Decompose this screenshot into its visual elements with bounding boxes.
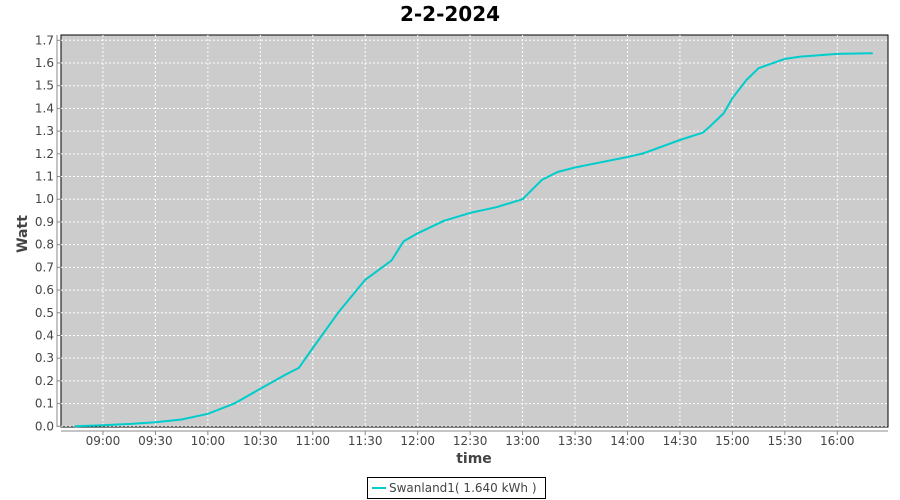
- y-tick-label: 1.3: [35, 124, 54, 138]
- data-point: [722, 112, 725, 115]
- y-tick-label: 1.1: [35, 170, 54, 184]
- y-tick-label: 0.1: [35, 397, 54, 411]
- y-tick-label: 1.5: [35, 79, 54, 93]
- x-axis-label: time: [456, 451, 492, 467]
- y-tick-label: 0.7: [35, 260, 54, 274]
- x-tick-label: 09:30: [138, 434, 173, 448]
- data-point: [128, 423, 130, 425]
- data-point: [521, 198, 524, 201]
- y-axis-label: Watt: [15, 215, 31, 253]
- x-tick-label: 09:00: [86, 434, 121, 448]
- x-tick-label: 10:00: [191, 434, 226, 448]
- y-tick-label: 0.3: [35, 351, 54, 365]
- plot-area: [60, 34, 889, 428]
- series-layer: [74, 52, 874, 428]
- data-point: [338, 310, 340, 313]
- y-tick-label: 1.2: [35, 147, 54, 161]
- data-point: [757, 67, 760, 70]
- x-tick-label: 14:00: [610, 434, 645, 448]
- y-tick-label: 1.7: [35, 33, 54, 47]
- y-tick-label: 1.4: [35, 101, 54, 115]
- y-tick-label: 0.0: [35, 419, 54, 433]
- data-point: [180, 418, 183, 421]
- data-point: [416, 232, 419, 235]
- y-tick-label: 0.9: [35, 215, 54, 229]
- data-point: [207, 413, 209, 415]
- data-point: [701, 131, 704, 134]
- data-point: [708, 125, 711, 128]
- y-tick-label: 0.6: [35, 283, 54, 297]
- data-point: [285, 373, 288, 375]
- y-tick-label: 0.2: [35, 374, 54, 388]
- data-point: [154, 421, 157, 424]
- x-tick-label: 12:30: [453, 434, 488, 448]
- data-point: [311, 347, 314, 349]
- x-tick-label: 10:30: [243, 434, 278, 448]
- data-point: [102, 424, 104, 426]
- data-point: [233, 402, 235, 405]
- data-point: [626, 156, 629, 158]
- data-point: [556, 171, 559, 173]
- x-tick-label: 13:00: [505, 434, 540, 448]
- gridlines: [61, 35, 888, 427]
- y-tick-label: 0.4: [35, 328, 54, 342]
- x-tick-label: 11:00: [295, 434, 330, 448]
- x-tick-label: 16:00: [820, 434, 855, 448]
- legend-swatch: [372, 487, 386, 489]
- data-point: [784, 58, 786, 60]
- x-tick-label: 15:00: [715, 434, 750, 448]
- data-point: [443, 220, 445, 222]
- data-point: [364, 279, 367, 281]
- data-point: [74, 425, 76, 428]
- data-point: [642, 152, 645, 155]
- data-point: [679, 139, 681, 141]
- x-tick-label: 12:00: [400, 434, 435, 448]
- x-tick-label: 11:30: [348, 434, 383, 448]
- y-tick-label: 1.6: [35, 56, 54, 70]
- data-point: [469, 212, 471, 214]
- x-tick-label: 14:30: [663, 434, 698, 448]
- legend-label: Swanland1( 1.640 kWh ): [389, 481, 537, 495]
- axes: 0.0 0.1 0.2 0.3 0.4 0.5 0.6 0.7 0.8 0.9 1.0 1.1 1.2 1…: [35, 33, 888, 448]
- data-point: [589, 163, 592, 166]
- data-point: [402, 240, 405, 243]
- data-point: [390, 259, 393, 262]
- data-point: [541, 179, 543, 181]
- y-tick-label: 1.0: [35, 192, 54, 206]
- data-point: [574, 166, 576, 169]
- data-point: [745, 79, 748, 81]
- data-point: [799, 55, 802, 58]
- y-tick-label: 0.8: [35, 238, 54, 252]
- data-point: [871, 52, 874, 55]
- data-point: [836, 53, 839, 55]
- y-tick-label: 0.5: [35, 306, 54, 320]
- legend: Swanland1( 1.640 kWh ): [367, 477, 546, 499]
- data-point: [297, 367, 300, 369]
- data-point: [495, 206, 498, 208]
- data-point: [259, 388, 262, 390]
- data-point: [731, 97, 734, 99]
- x-tick-label: 15:30: [768, 434, 803, 448]
- x-tick-label: 13:30: [558, 434, 593, 448]
- chart-title: 2-2-2024: [399, 2, 501, 26]
